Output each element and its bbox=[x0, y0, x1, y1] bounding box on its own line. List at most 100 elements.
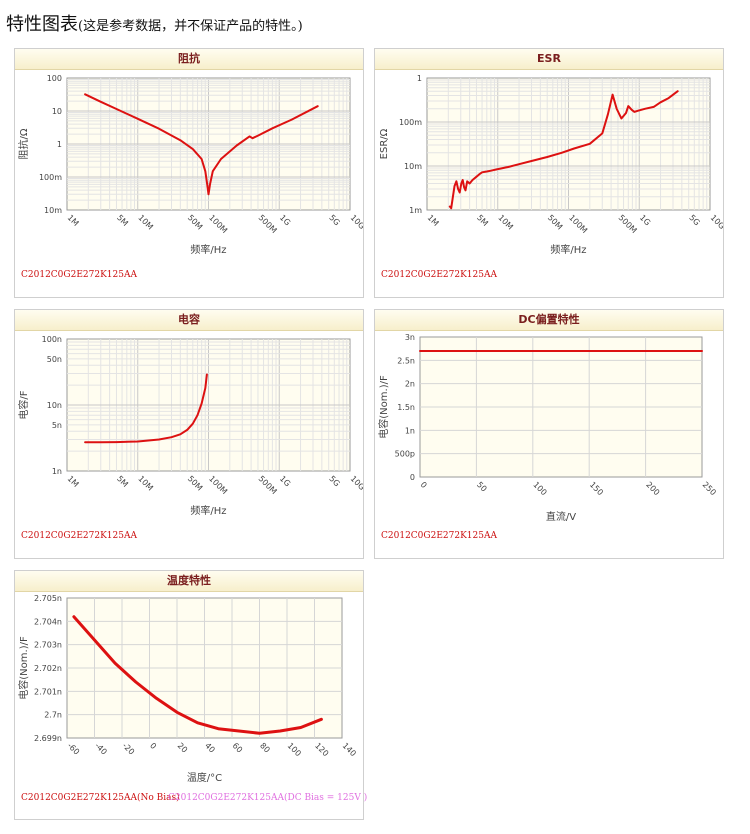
impedance-xtick-label: 5M bbox=[115, 213, 130, 228]
dcbias-xtick-label: 100 bbox=[531, 480, 548, 497]
dcbias-xtick-label: 50 bbox=[475, 480, 489, 494]
impedance-series-line-0 bbox=[84, 93, 319, 196]
esr-series-line-0 bbox=[448, 90, 679, 210]
capacitance-xtick-label: 10M bbox=[136, 474, 155, 493]
esr-ytick-label: 1 bbox=[417, 74, 422, 83]
esr-xtick-label: 100M bbox=[567, 213, 589, 235]
dcbias-ytick-label: 3n bbox=[405, 333, 415, 342]
capacitance-xlabel: 频率/Hz bbox=[190, 504, 226, 517]
dcbias-ytick-label: 500p bbox=[395, 450, 415, 459]
dcbias-panel: DC偏置特性 0 500p 1n 1.5n 2n 2.5n 3n 0 50 100 150 200 25… bbox=[374, 309, 724, 559]
esr-ylabel: ESR/Ω bbox=[379, 128, 390, 159]
temperature-xtick-label: 80 bbox=[258, 741, 272, 755]
impedance-grid bbox=[67, 78, 350, 210]
temperature-xlabel: 温度/°C bbox=[187, 771, 222, 784]
dcbias-grid bbox=[420, 337, 702, 477]
esr-part-label: C2012C0G2E272K125AA bbox=[381, 270, 497, 280]
esr-ytick-label: 1m bbox=[409, 206, 422, 215]
capacitance-header: 电容 bbox=[15, 310, 363, 331]
dcbias-ytick-label: 2n bbox=[405, 380, 415, 389]
capacitance-xtick-label: 5M bbox=[115, 474, 130, 489]
capacitance-ylabel: 电容/F bbox=[17, 390, 30, 419]
temperature-ytick-label: 2.701n bbox=[34, 687, 62, 696]
dcbias-header: DC偏置特性 bbox=[375, 310, 723, 331]
capacitance-ytick-label: 10n bbox=[47, 401, 62, 410]
esr-xtick-label: 50M bbox=[546, 213, 565, 232]
capacitance-xtick-label: 500M bbox=[257, 474, 279, 496]
dcbias-xlabel: 直流/V bbox=[546, 510, 576, 523]
temperature-part-label-bias: C2012C0G2E272K125AA(DC Bias = 125V ) bbox=[168, 793, 368, 803]
temperature-xtick-label: 40 bbox=[203, 741, 217, 755]
temperature-ylabel: 电容(Nom.)/F bbox=[17, 636, 30, 700]
esr-xtick-label: 1M bbox=[426, 213, 441, 228]
impedance-ytick-label: 100 bbox=[47, 74, 62, 83]
impedance-xlabel: 频率/Hz bbox=[190, 243, 226, 256]
dcbias-xtick-label: 250 bbox=[701, 480, 718, 497]
dcbias-xtick-label: 0 bbox=[419, 480, 429, 490]
esr-header: ESR bbox=[375, 49, 723, 70]
temperature-ytick-label: 2.705n bbox=[34, 594, 62, 603]
impedance-chart: 10m 100m 1 10 100 1M 5M 10M 50M 100M 500M 1G 5G 10G 频率… bbox=[17, 74, 363, 256]
impedance-xtick-label: 10G bbox=[349, 213, 363, 231]
impedance-header: 阻抗 bbox=[15, 49, 363, 70]
esr-grid bbox=[427, 78, 710, 210]
esr-ytick-label: 10m bbox=[404, 162, 422, 171]
temperature-header: 温度特性 bbox=[15, 571, 363, 592]
impedance-xtick-label: 100M bbox=[207, 213, 229, 235]
dcbias-chart: 0 500p 1n 1.5n 2n 2.5n 3n 0 50 100 150 200 250 直流/V 电容… bbox=[377, 333, 718, 523]
impedance-panel: 阻抗 10m 100m 1 10 100 1M 5M 10M 50M 100M 500M 1G 5G 10… bbox=[14, 48, 364, 298]
temperature-xtick-label: 100 bbox=[286, 741, 303, 758]
temperature-ytick-label: 2.7n bbox=[44, 711, 62, 720]
impedance-xtick-label: 50M bbox=[186, 213, 205, 232]
impedance-xtick-label: 1G bbox=[278, 213, 292, 227]
esr-xlabel: 频率/Hz bbox=[550, 243, 586, 256]
temperature-xtick-label: -60 bbox=[66, 741, 82, 757]
dcbias-ytick-label: 1.5n bbox=[397, 403, 415, 412]
dcbias-ylabel: 电容(Nom.)/F bbox=[377, 375, 390, 439]
capacitance-xtick-label: 100M bbox=[207, 474, 229, 496]
temperature-ytick-label: 2.703n bbox=[34, 641, 62, 650]
impedance-ytick-label: 10 bbox=[52, 107, 62, 116]
page-note: (这是参考数据，并不保证产品的特性。) bbox=[78, 19, 303, 34]
capacitance-xtick-label: 1M bbox=[66, 474, 81, 489]
temperature-xtick-label: 0 bbox=[148, 741, 158, 751]
esr-xtick-label: 5G bbox=[687, 213, 701, 227]
temperature-xtick-label: -40 bbox=[93, 741, 109, 757]
impedance-ytick-label: 10m bbox=[44, 206, 62, 215]
temperature-xtick-label: 140 bbox=[341, 741, 358, 758]
temperature-series-line-0 bbox=[72, 615, 323, 735]
capacitance-series-line-0 bbox=[84, 373, 208, 444]
esr-xtick-label: 10M bbox=[496, 213, 515, 232]
dcbias-ytick-label: 1n bbox=[405, 426, 415, 435]
esr-panel: ESR 1m 10m 100m 1 1M 5M 10M 50M 100M 500M 1G 5G 10G 频… bbox=[374, 48, 724, 298]
capacitance-ytick-label: 50n bbox=[47, 355, 62, 364]
impedance-xtick-label: 1M bbox=[66, 213, 81, 228]
esr-xtick-label: 5M bbox=[475, 213, 490, 228]
page-title-text: 特性图表 bbox=[6, 14, 78, 35]
impedance-ylabel: 阻抗/Ω bbox=[17, 128, 30, 159]
capacitance-ytick-label: 100n bbox=[42, 335, 62, 344]
temperature-chart: 2.699n 2.7n 2.701n 2.702n 2.703n 2.704n 2.705n… bbox=[17, 594, 358, 784]
dcbias-part-label: C2012C0G2E272K125AA bbox=[381, 531, 497, 541]
capacitance-xtick-label: 50M bbox=[186, 474, 205, 493]
capacitance-xtick-label: 5G bbox=[327, 474, 341, 488]
dcbias-xtick-label: 150 bbox=[588, 480, 605, 497]
esr-xtick-label: 500M bbox=[617, 213, 639, 235]
dcbias-ytick-label: 2.5n bbox=[397, 356, 415, 365]
dcbias-ytick-label: 0 bbox=[410, 473, 415, 482]
temperature-xtick-label: 120 bbox=[313, 741, 330, 758]
capacitance-ytick-label: 1n bbox=[52, 467, 62, 476]
impedance-xtick-label: 500M bbox=[257, 213, 279, 235]
temperature-ytick-label: 2.702n bbox=[34, 664, 62, 673]
temperature-xtick-label: 60 bbox=[231, 741, 245, 755]
capacitance-panel: 电容 1n 5n 10n 50n 100n 1M 5M 10M 50M 100M 500M 1G 5G 1… bbox=[14, 309, 364, 559]
esr-ytick-label: 100m bbox=[399, 118, 422, 127]
capacitance-chart: 1n 5n 10n 50n 100n 1M 5M 10M 50M 100M 500M 1G 5G 10G 频… bbox=[17, 335, 363, 517]
capacitance-xtick-label: 10G bbox=[349, 474, 363, 492]
temperature-xtick-label: -20 bbox=[121, 741, 137, 757]
temperature-ytick-label: 2.704n bbox=[34, 617, 62, 626]
impedance-xtick-label: 10M bbox=[136, 213, 155, 232]
impedance-xtick-label: 5G bbox=[327, 213, 341, 227]
temperature-panel: 温度特性 2.699n 2.7n 2.701n 2.702n 2.703n 2.704n 2… bbox=[14, 570, 368, 820]
capacitance-grid bbox=[67, 339, 350, 471]
